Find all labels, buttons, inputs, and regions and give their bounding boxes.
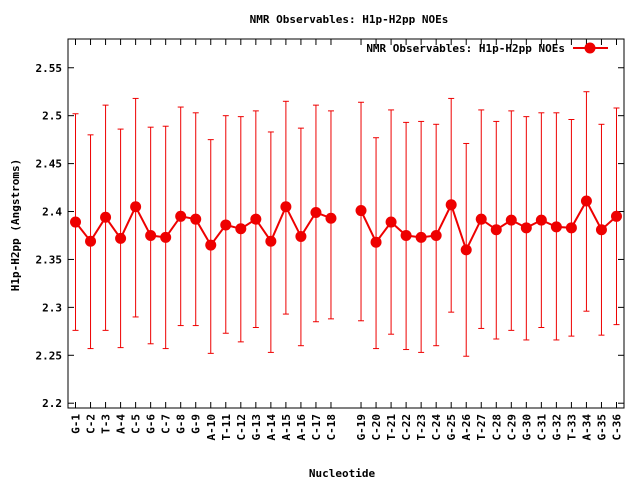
x-tick-label: A-34 (580, 414, 593, 441)
x-tick-label: G-35 (595, 414, 608, 441)
data-point (550, 221, 562, 233)
data-point (265, 235, 277, 247)
data-point (445, 199, 457, 211)
x-tick-label: C-2 (85, 414, 98, 434)
data-point (280, 201, 292, 213)
data-point (70, 216, 82, 228)
series-line (360, 198, 618, 253)
data-point (415, 231, 427, 243)
data-point (520, 222, 532, 234)
x-tick-label: T-27 (475, 414, 488, 441)
x-tick-label: A-16 (295, 414, 308, 441)
y-tick-label: 2.3 (42, 301, 62, 314)
x-tick-label: C-20 (370, 414, 383, 441)
x-tick-label: C-12 (235, 414, 248, 441)
data-point (400, 229, 412, 241)
y-tick-label: 2.45 (36, 158, 63, 171)
data-point (145, 229, 157, 241)
data-point (460, 244, 472, 256)
data-point (580, 195, 592, 207)
x-tick-label: T-11 (220, 414, 233, 441)
data-point (565, 222, 577, 234)
data-point (250, 213, 262, 225)
data-point (355, 205, 367, 217)
x-tick-label: C-36 (610, 414, 623, 441)
x-tick-label: C-17 (310, 414, 323, 441)
y-axis: 2.2 2.25 2.3 2.35 2.4 2.45 2.5 2.55 (36, 62, 624, 410)
y-tick-label: 2.35 (36, 253, 63, 266)
data-points (70, 195, 622, 256)
x-tick-label: T-23 (415, 414, 428, 441)
data-point (595, 224, 607, 236)
data-point (370, 236, 382, 248)
y-tick-label: 2.55 (36, 62, 63, 75)
x-tick-label: G-8 (175, 414, 188, 434)
x-tick-label: C-28 (490, 414, 503, 441)
data-point (235, 223, 247, 235)
x-axis: G-1 C-2 T-3 A-4 C-5 G-6 C-7 G-8 G-9 A-10 T-11 C-12 G… (70, 39, 623, 441)
data-point (205, 239, 217, 251)
data-point (610, 210, 622, 222)
x-tick-label: C-22 (400, 414, 413, 441)
x-tick-label: C-31 (535, 414, 548, 441)
legend-label: NMR Observables: H1p-H2pp NOEs (366, 42, 565, 55)
data-point (385, 216, 397, 228)
x-tick-label: G-9 (190, 414, 203, 434)
data-point (220, 219, 232, 231)
y-tick-label: 2.2 (42, 397, 62, 410)
data-point (100, 211, 112, 223)
series-line (74, 204, 332, 247)
x-tick-label: A-15 (280, 414, 293, 441)
series-lines (74, 198, 618, 253)
x-tick-label: A-4 (115, 414, 128, 434)
x-tick-label: G-25 (445, 414, 458, 441)
data-point (295, 230, 307, 242)
data-point (115, 232, 127, 244)
data-point (160, 231, 172, 243)
x-tick-label: G-32 (550, 414, 563, 441)
data-point (310, 206, 322, 218)
plot-frame (67, 38, 625, 409)
x-tick-label: C-7 (160, 414, 173, 434)
x-tick-label: T-33 (565, 414, 578, 441)
x-tick-label: T-21 (385, 414, 398, 441)
data-point (490, 224, 502, 236)
x-tick-label: G-13 (250, 414, 263, 441)
data-point (475, 213, 487, 225)
x-tick-label: C-5 (130, 414, 143, 434)
data-point (175, 210, 187, 222)
x-tick-label: A-26 (460, 414, 473, 441)
x-tick-label: T-3 (100, 414, 113, 434)
x-tick-label: G-6 (145, 414, 158, 434)
x-tick-label: A-10 (205, 414, 218, 441)
x-tick-label: G-1 (70, 414, 83, 434)
x-tick-label: G-30 (520, 414, 533, 441)
y-tick-label: 2.5 (42, 110, 62, 123)
legend-marker (584, 42, 596, 54)
data-point (535, 214, 547, 226)
data-point (325, 212, 337, 224)
data-point (505, 214, 517, 226)
x-tick-label: C-24 (430, 414, 443, 441)
x-tick-label: C-29 (505, 414, 518, 441)
x-axis-label: Nucleotide (309, 467, 376, 480)
x-tick-label: C-18 (325, 414, 338, 441)
data-point (130, 201, 142, 213)
y-tick-label: 2.4 (42, 206, 62, 219)
y-axis-label: H1p-H2pp (Angstroms) (9, 159, 22, 291)
y-tick-label: 2.25 (36, 349, 63, 362)
data-point (430, 229, 442, 241)
chart-title: NMR Observables: H1p-H2pp NOEs (250, 13, 449, 26)
x-tick-label: A-14 (265, 414, 278, 441)
data-point (190, 213, 202, 225)
legend: NMR Observables: H1p-H2pp NOEs (366, 42, 608, 55)
data-point (85, 235, 97, 247)
x-tick-label: G-19 (355, 414, 368, 441)
